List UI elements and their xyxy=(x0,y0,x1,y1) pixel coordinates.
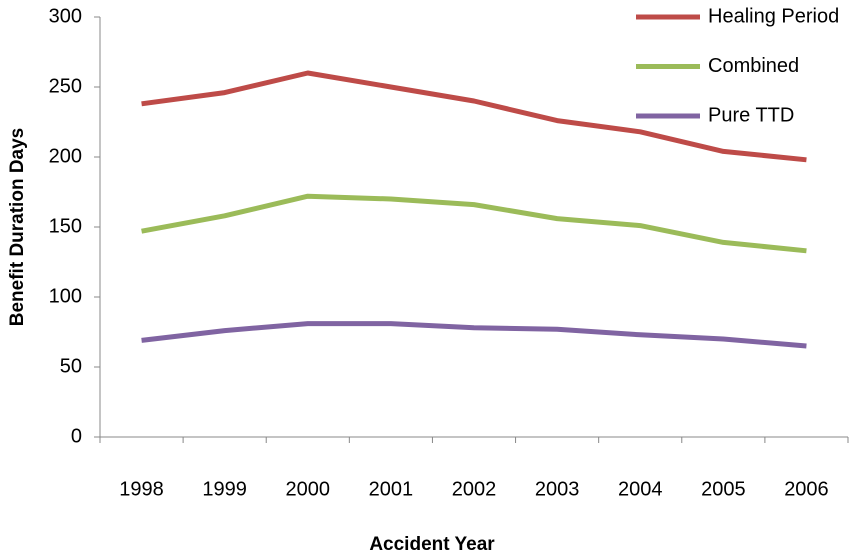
x-tick-label: 2005 xyxy=(701,478,746,500)
y-tick-label: 0 xyxy=(71,425,82,447)
x-tick-label: 2003 xyxy=(535,478,580,500)
x-tick-label: 2004 xyxy=(618,478,663,500)
x-tick-label: 2000 xyxy=(286,478,331,500)
legend-label: Pure TTD xyxy=(708,104,794,126)
x-tick-label: 1998 xyxy=(119,478,164,500)
x-tick-label: 2002 xyxy=(452,478,497,500)
y-tick-label: 100 xyxy=(49,285,82,307)
y-axis-title: Benefit Duration Days xyxy=(7,128,28,326)
legend-label: Combined xyxy=(708,55,799,77)
y-tick-label: 300 xyxy=(49,5,82,27)
legend-label: Healing Period xyxy=(708,5,839,27)
series-line xyxy=(141,193,807,254)
y-tick-label: 250 xyxy=(49,75,82,97)
y-tick-label: 200 xyxy=(49,145,82,167)
x-tick-label: 1999 xyxy=(202,478,247,500)
x-axis-title: Accident Year xyxy=(369,534,495,555)
y-tick-label: 50 xyxy=(60,355,82,377)
series-line xyxy=(141,321,807,349)
series-line xyxy=(141,70,807,163)
x-tick-label: 2006 xyxy=(784,478,829,500)
y-tick-label: 150 xyxy=(49,215,82,237)
x-tick-label: 2001 xyxy=(369,478,414,500)
